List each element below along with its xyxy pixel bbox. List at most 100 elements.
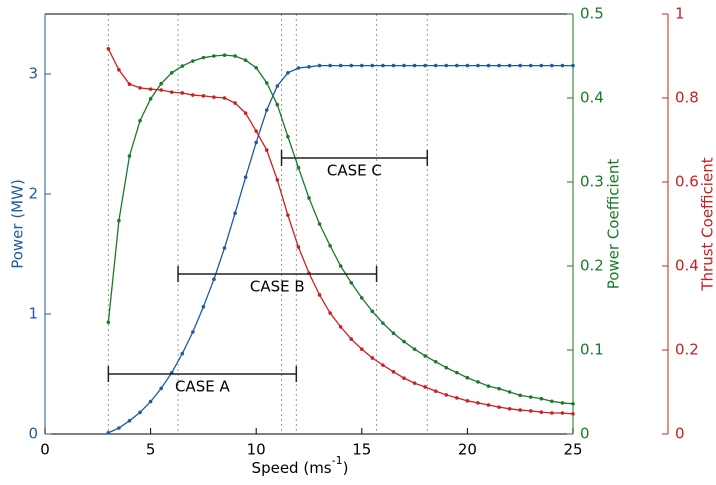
y3ticks-label: 0	[675, 425, 685, 443]
x-tick-label: 15	[352, 441, 371, 459]
series-point	[528, 395, 533, 399]
x-label-text: Speed (ms	[252, 459, 332, 477]
series-point	[201, 94, 206, 98]
series-point	[360, 347, 364, 351]
series-point	[560, 63, 565, 68]
series-point	[507, 407, 512, 411]
x-tick-label: 20	[458, 441, 477, 459]
series-point	[222, 246, 227, 250]
series-point	[201, 305, 206, 309]
series-point	[286, 134, 290, 139]
series-point	[349, 281, 354, 285]
series-point	[338, 264, 343, 268]
yticks-label: 0	[28, 425, 38, 443]
axis-label: Power Coefficient	[605, 159, 623, 290]
series-point	[296, 245, 301, 249]
series-point	[497, 63, 501, 68]
series-point	[148, 399, 153, 404]
x-axis-label: Speed (ms-1)	[252, 454, 349, 477]
series-point	[381, 63, 385, 68]
series-point	[338, 325, 343, 329]
series-point	[349, 337, 354, 341]
series-point	[539, 396, 544, 401]
series-point	[243, 58, 248, 62]
y2ticks-label: 0	[580, 425, 590, 443]
series-point	[307, 65, 311, 69]
series-point	[402, 376, 406, 380]
series-point	[275, 178, 280, 182]
series-point	[433, 389, 438, 393]
y2ticks-label: 0.5	[580, 5, 604, 23]
series-point	[444, 63, 449, 68]
y2ticks-label: 0.4	[580, 89, 604, 107]
series-point	[127, 154, 132, 158]
axis-label: Thrust Coefficient	[699, 157, 716, 291]
axis-label: Power (MW)	[9, 179, 27, 269]
series-point	[106, 47, 111, 51]
series-point	[338, 63, 343, 68]
series-point	[518, 63, 522, 68]
series-point	[528, 63, 533, 68]
series-point	[254, 129, 258, 133]
series-point	[117, 426, 121, 430]
series-point	[412, 347, 417, 351]
series-point	[191, 330, 195, 334]
series-point	[328, 311, 332, 315]
series-point	[518, 408, 522, 412]
series-point	[571, 412, 575, 416]
series-point	[286, 213, 290, 217]
series-point	[117, 68, 121, 72]
series-point	[159, 88, 163, 92]
series-point	[317, 222, 322, 226]
series-point	[307, 196, 311, 200]
series-point	[550, 411, 554, 415]
series-point	[476, 380, 480, 384]
series-point	[402, 63, 406, 68]
case-label: CASE C	[327, 162, 382, 180]
series-point	[212, 95, 216, 99]
series-point	[381, 321, 385, 325]
y2ticks-label: 0.2	[580, 257, 604, 275]
series-point	[264, 108, 269, 112]
yticks-label: 2	[28, 185, 38, 203]
series-point	[317, 63, 322, 68]
series-point	[349, 63, 354, 68]
series-point	[191, 59, 195, 63]
series-point	[571, 401, 575, 406]
x-tick-label: 10	[247, 441, 266, 459]
series-point	[254, 140, 258, 145]
y2ticks-label: 0.3	[580, 173, 604, 191]
series-point	[528, 409, 533, 413]
series-point	[465, 63, 470, 68]
series-point	[233, 101, 237, 105]
series-point	[476, 63, 480, 68]
series-point	[286, 71, 290, 75]
series-point	[571, 63, 575, 68]
series-point	[539, 410, 544, 414]
x-label-end: )	[343, 459, 349, 477]
series-point	[486, 384, 491, 388]
series-point	[381, 363, 385, 367]
series-point	[222, 53, 227, 57]
series-point	[444, 365, 449, 370]
series-point	[518, 393, 522, 398]
series-point	[455, 63, 459, 68]
series-point	[212, 54, 216, 58]
series-point	[127, 419, 132, 423]
series-point	[560, 401, 565, 405]
series-point	[465, 399, 470, 403]
series-point	[180, 91, 185, 95]
series-point	[148, 97, 153, 101]
series-point	[433, 63, 438, 68]
yticks-label: 3	[28, 65, 38, 83]
series-point	[243, 175, 248, 179]
series-point	[370, 356, 375, 360]
series-point	[317, 293, 322, 297]
series-point	[138, 118, 142, 123]
series-point	[169, 90, 174, 94]
series-point	[550, 63, 554, 68]
series-point	[423, 63, 427, 68]
series-point	[117, 218, 121, 223]
y3ticks-label: 0.2	[675, 341, 699, 359]
